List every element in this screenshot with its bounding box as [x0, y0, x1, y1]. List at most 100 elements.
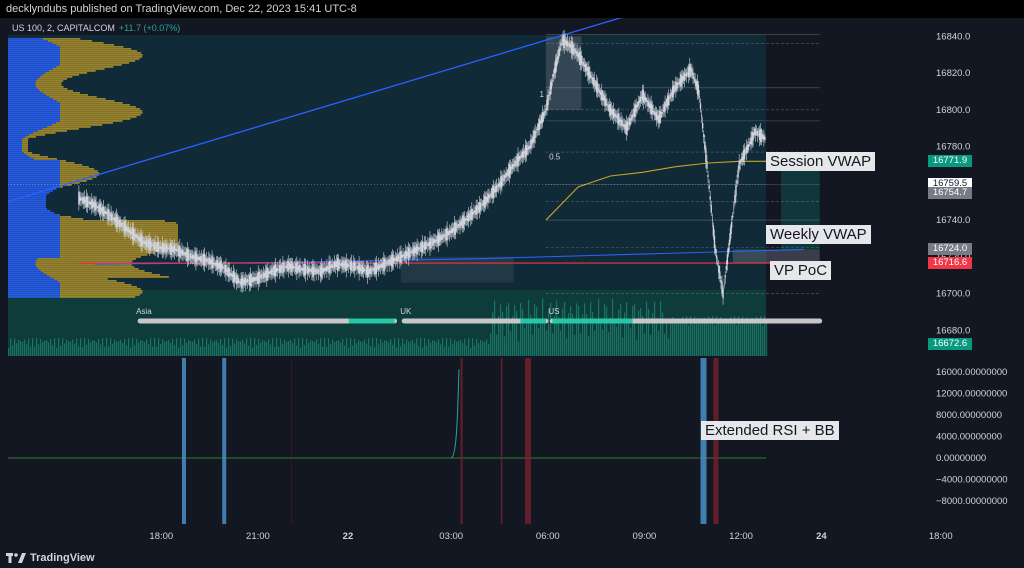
candle-body [375, 262, 377, 275]
price-badge: 16771.9 [928, 155, 972, 168]
candle-body [300, 268, 302, 270]
volume-bar [640, 308, 642, 356]
candle-body [388, 259, 390, 266]
vp-blue-bin [8, 88, 38, 90]
candle-body [693, 77, 695, 80]
candle-body [435, 239, 438, 242]
volume-bar [90, 342, 92, 356]
candle-body [310, 269, 312, 272]
candle-body [137, 234, 139, 241]
candle-body [261, 275, 264, 277]
candle-body [418, 247, 420, 250]
volume-bar [364, 339, 366, 356]
candle-body [471, 208, 473, 220]
candle-body [451, 227, 454, 233]
candle-body [361, 264, 364, 274]
vp-blue-bin [8, 226, 60, 228]
volume-bar [724, 318, 726, 356]
vp-yellow-bin [45, 94, 88, 96]
candle-body [419, 247, 422, 249]
volume-bar [242, 339, 244, 356]
candle-body [151, 243, 153, 247]
vp-blue-bin [8, 182, 60, 184]
volume-bar [546, 330, 548, 356]
volume-bar [26, 344, 28, 356]
vp-yellow-bin [60, 176, 97, 178]
volume-bar [418, 345, 420, 356]
candle-body [441, 234, 443, 241]
candle-body [413, 245, 415, 257]
rsi-axis[interactable]: 16000.00000000 12000.00000000 8000.0000000… [936, 367, 1008, 507]
candle-body [563, 34, 565, 49]
vp-yellow-bin [60, 234, 178, 236]
candle-body [482, 200, 485, 206]
candle-body [714, 248, 717, 253]
candle-body [575, 51, 577, 54]
candle-body [273, 265, 275, 276]
volume-bar [684, 322, 686, 356]
volume-bar [146, 339, 148, 356]
candle-body [268, 272, 270, 274]
volume-bar [48, 342, 50, 356]
candle-body [153, 242, 155, 250]
candle-body [101, 206, 104, 215]
vp-blue-bin [8, 92, 43, 94]
candle-body [651, 104, 653, 115]
candle-body [287, 260, 289, 272]
candle-body [697, 84, 700, 96]
volume-bar [56, 347, 58, 356]
candle-body [495, 184, 498, 192]
tradingview-logo[interactable]: TradingView [6, 552, 95, 564]
candle-body [669, 94, 672, 98]
vp-blue-bin [8, 178, 60, 180]
volume-bar [366, 343, 368, 356]
candle-body [293, 267, 296, 268]
candle-body [524, 145, 527, 158]
candle-body [688, 66, 690, 78]
volume-bar [512, 316, 514, 356]
candle-body [83, 196, 85, 205]
candle-body [641, 89, 644, 101]
candle-body [553, 68, 556, 74]
candle-body [558, 49, 560, 58]
candle-body [748, 144, 750, 147]
candle-body [354, 262, 356, 272]
vp-yellow-bin [53, 278, 108, 280]
candle-body [249, 273, 252, 287]
candle-body [231, 274, 234, 278]
volume-bar [424, 338, 426, 356]
candle-body [334, 262, 337, 268]
session-bars: Asia UK US [136, 307, 823, 324]
time-axis[interactable]: 18:00 21:00 22 03:00 06:00 09:00 12:00 24 18:00 [149, 531, 952, 542]
candle-body [116, 217, 119, 226]
vp-yellow-bin [49, 70, 96, 72]
vp-yellow-bin [60, 174, 99, 176]
candle-body [256, 276, 258, 281]
vp-blue-bin [8, 224, 60, 226]
volume-bar [58, 338, 60, 356]
candle-body [251, 277, 253, 282]
vp-blue-bin [8, 56, 60, 58]
candle-body [457, 224, 459, 229]
volume-bar [188, 339, 190, 356]
volume-bar [330, 344, 332, 356]
candle-body [458, 224, 460, 226]
vp-yellow-bin [58, 214, 60, 216]
volume-bar [180, 338, 182, 356]
candle-body [502, 179, 504, 181]
candle-body [453, 222, 456, 236]
volume-bar [274, 347, 276, 356]
volume-bar [114, 339, 116, 356]
volume-bar [290, 339, 292, 356]
volume-bar [658, 330, 660, 356]
symbol-legend[interactable]: US 100, 2, CAPITALCOM +11.7 (+0.07%) [12, 23, 180, 33]
candle-body [533, 130, 535, 143]
candle-body [189, 253, 192, 260]
candle-body [339, 264, 341, 265]
candle-body [142, 241, 145, 243]
candle-body [385, 263, 387, 264]
candle-body [340, 263, 342, 266]
volume-bar [510, 331, 512, 356]
trendline [7, 0, 682, 203]
